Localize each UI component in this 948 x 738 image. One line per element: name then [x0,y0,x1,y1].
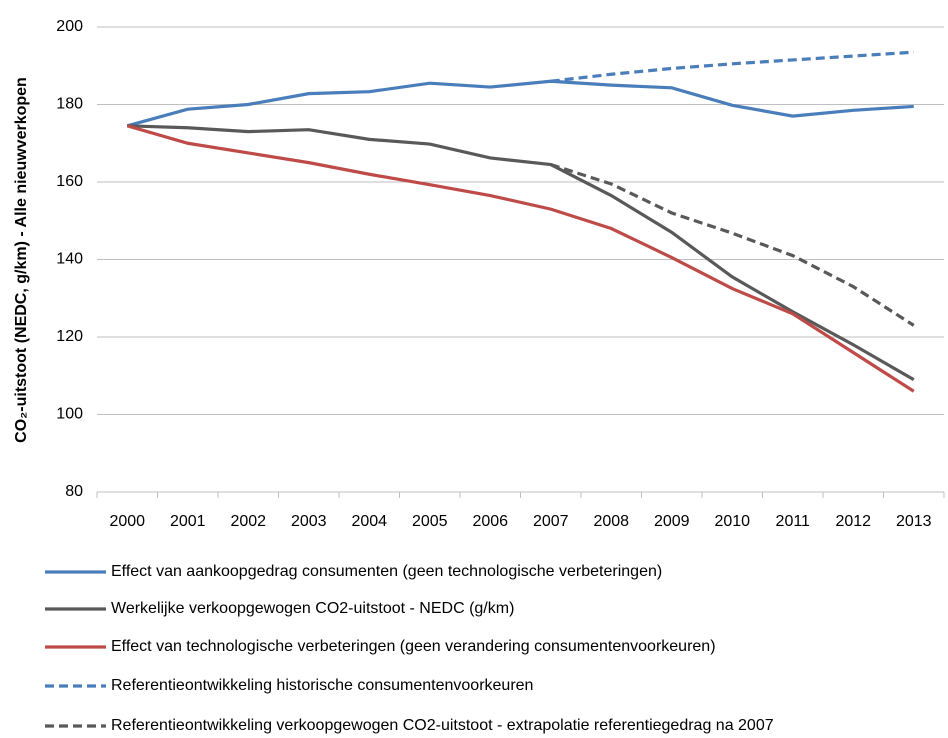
series-line [550,50,914,83]
y-tick-label: 140 [56,251,83,268]
series-line [550,163,915,327]
legend-label: Effect van technologische verbeteringen … [111,638,716,655]
series-line [126,79,914,128]
y-tick-label: 120 [56,328,83,345]
x-tick-label: 2008 [593,513,629,530]
x-tick-label: 2002 [230,513,266,530]
x-tick-label: 2005 [412,513,448,530]
series-line [127,124,915,382]
x-tick-label: 2011 [776,513,811,530]
legend-label: Referentieontwikkeling historische consu… [111,677,533,694]
x-tick-label: 2009 [654,513,690,530]
x-tick-label: 2010 [714,513,750,530]
y-tick-label: 160 [56,173,83,190]
x-tick-label: 2004 [351,513,387,530]
x-tick-label: 2000 [109,513,145,530]
y-tick-label: 80 [65,483,83,500]
y-tick-label: 180 [56,96,83,113]
legend-label: Referentieontwikkeling verkoopgewogen CO… [111,717,774,734]
legend-label: Effect van aankoopgedrag consumenten (ge… [111,563,662,580]
x-tick-label: 2013 [896,513,932,530]
x-tick-label: 2006 [472,513,508,530]
x-tick-label: 2003 [291,513,327,530]
x-tick-label: 2007 [533,513,569,530]
series-line [126,124,915,393]
y-tick-label: 100 [56,406,83,423]
legend-label: Werkelijke verkoopgewogen CO2-uitstoot -… [111,600,514,617]
x-tick-label: 2012 [835,513,871,530]
y-tick-label: 200 [56,18,83,35]
x-tick-label: 2001 [170,513,206,530]
y-axis-label: CO₂-uitstoot (NEDC, g/km) - Alle nieuwve… [13,77,30,443]
